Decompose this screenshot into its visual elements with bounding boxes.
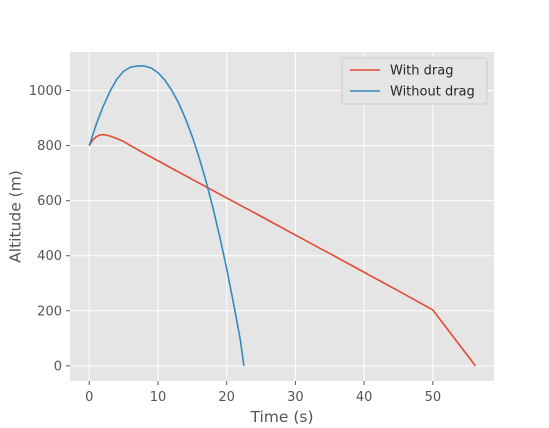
x-tick-label: 40: [356, 390, 373, 405]
y-tick-label: 400: [37, 249, 62, 264]
x-axis-ticks: 0 10 20 30 40 50: [85, 381, 441, 405]
y-axis-ticks: 0 200 400 600 800 1000: [29, 84, 70, 374]
series-lines: [88, 64, 477, 367]
y-axis-title: Altitude (m): [7, 170, 25, 263]
y-tick-label: 200: [37, 304, 62, 319]
legend: With drag Without drag: [341, 57, 488, 105]
legend-label-with-drag: With drag: [390, 64, 453, 79]
x-tick-label: 10: [150, 390, 167, 405]
x-tick-label: 20: [218, 390, 235, 405]
y-tick-label: 1000: [29, 84, 62, 99]
x-tick-label: 50: [425, 390, 442, 405]
grid-lines: [70, 52, 494, 381]
legend-label-without-drag: Without drag: [390, 85, 475, 100]
x-axis-title: Time (s): [249, 408, 313, 426]
x-tick-label: 0: [85, 390, 93, 405]
series-line-with-drag: [88, 133, 477, 367]
y-tick-label: 0: [54, 359, 62, 374]
series-line-without-drag: [88, 64, 245, 366]
plot-background: [70, 52, 494, 381]
y-tick-label: 800: [37, 139, 62, 154]
x-tick-label: 30: [287, 390, 304, 405]
y-tick-label: 600: [37, 194, 62, 209]
